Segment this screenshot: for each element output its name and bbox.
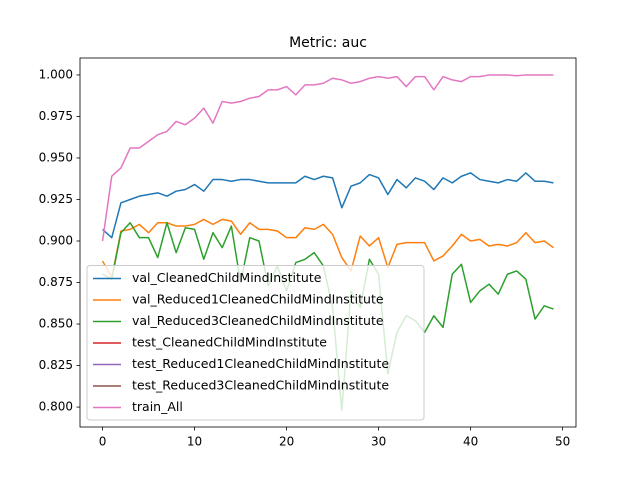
- series-line: [101, 74, 554, 242]
- legend-label: train_All: [132, 399, 183, 414]
- y-tick-label: 0.925: [39, 192, 73, 206]
- legend-label: test_Reduced1CleanedChildMindInstitute: [132, 356, 389, 371]
- legend-label: val_Reduced1CleanedChildMindInstitute: [132, 292, 384, 307]
- y-tick-label: 0.875: [39, 275, 73, 289]
- series-line: [102, 172, 554, 239]
- y-tick-label: 0.975: [39, 109, 73, 123]
- y-tick-label: 0.900: [39, 234, 73, 248]
- legend: val_CleanedChildMindInstitute val_Reduced…: [86, 265, 425, 421]
- plot-frame: [79, 57, 577, 428]
- y-tick-label: 0.850: [39, 317, 73, 331]
- x-tick-label: 10: [187, 435, 202, 449]
- y-tick-label: 0.950: [39, 150, 73, 164]
- x-tick-label: 50: [555, 435, 570, 449]
- y-tick-label: 0.825: [39, 358, 73, 372]
- legend-label: test_CleanedChildMindInstitute: [132, 335, 327, 350]
- legend-box: [86, 265, 425, 421]
- legend-label: val_Reduced3CleanedChildMindInstitute: [132, 313, 384, 328]
- x-tick-label: 0: [99, 435, 107, 449]
- x-tick-label: 20: [279, 435, 294, 449]
- y-tick-label: 1.000: [39, 67, 73, 81]
- x-tick-label: 40: [463, 435, 478, 449]
- legend-label: val_CleanedChildMindInstitute: [132, 270, 322, 285]
- x-tick-label: 30: [371, 435, 386, 449]
- series-line: [101, 218, 554, 279]
- chart-title: Metric: auc: [289, 35, 367, 51]
- y-tick-label: 0.800: [39, 400, 73, 414]
- legend-label: test_Reduced3CleanedChildMindInstitute: [132, 378, 389, 393]
